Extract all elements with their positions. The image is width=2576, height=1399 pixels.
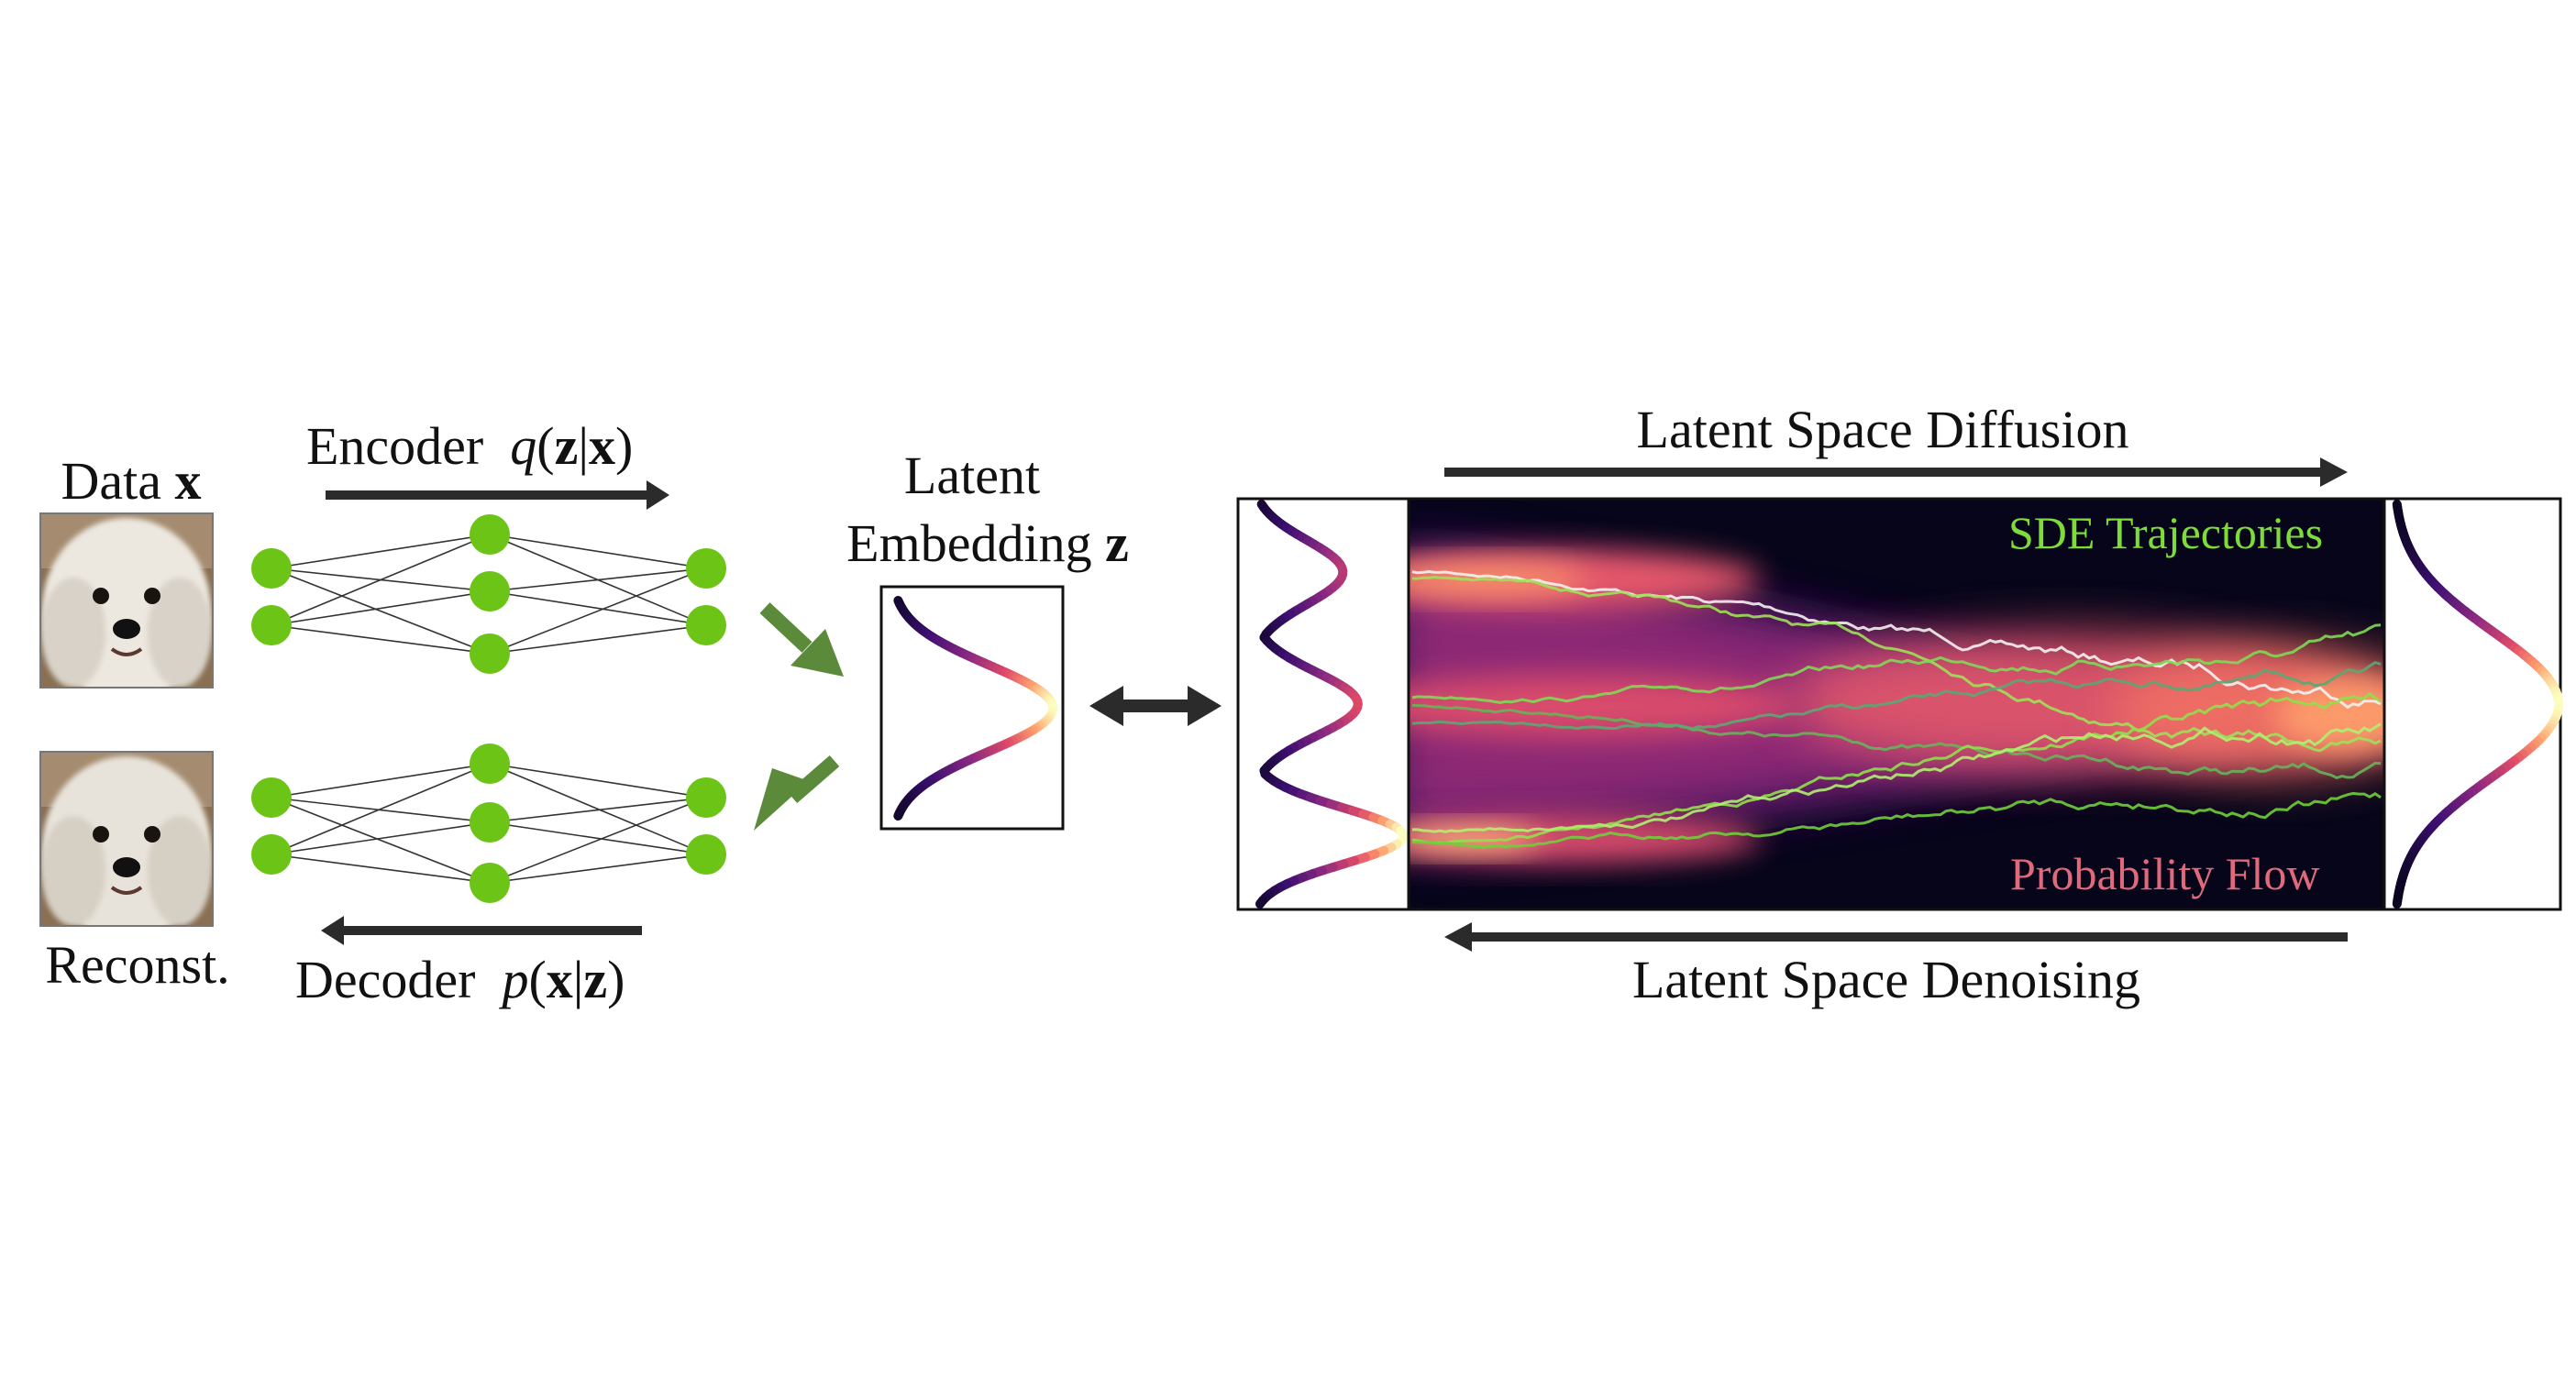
network-edge <box>271 854 490 883</box>
network-edge <box>490 854 706 883</box>
data-image <box>40 513 213 701</box>
network-node <box>470 863 510 903</box>
encode-to-latent-arrow <box>765 608 844 677</box>
data-symbol: x <box>175 451 202 511</box>
decoder-arrowhead <box>321 916 344 945</box>
network-node <box>686 548 726 589</box>
network-node <box>251 548 292 589</box>
network-edge <box>490 591 706 625</box>
network-edge <box>271 764 490 798</box>
network-edge <box>271 822 490 854</box>
network-node <box>470 571 510 611</box>
latent-symbol: z <box>1105 513 1129 573</box>
network-edge <box>271 625 490 654</box>
network-node <box>470 633 510 674</box>
density-curve-segment <box>898 814 899 816</box>
diffusion-label: Latent Space Diffusion <box>1637 403 2129 457</box>
density-curve-segment <box>2397 900 2398 904</box>
network-node <box>251 605 292 645</box>
latent-diffusion-link-arrow <box>1089 686 1222 726</box>
probability-flow-label: Probability Flow <box>2010 851 2320 897</box>
network-node <box>251 834 292 875</box>
network-node <box>470 802 510 843</box>
network-node <box>686 605 726 645</box>
reconstructed-image <box>40 752 213 940</box>
sde-trajectories-label: SDE Trajectories <box>2008 510 2323 556</box>
network-edge <box>271 591 490 625</box>
data-label: Data x <box>61 455 202 508</box>
network-edge <box>271 534 490 568</box>
network-node <box>686 777 726 818</box>
encoder-arrowhead <box>647 480 669 510</box>
denoising-label: Latent Space Denoising <box>1632 953 2140 1007</box>
encoder-label: Encoder q(z|x) <box>306 420 633 473</box>
network-edge <box>490 822 706 854</box>
network-edge <box>490 568 706 591</box>
density-curve-segment <box>1260 900 1263 904</box>
network-node <box>470 744 510 784</box>
decoder-label: Decoder p(x|z) <box>295 953 625 1007</box>
network-edge <box>490 625 706 654</box>
decoder-nodes <box>251 744 726 903</box>
encoder-nodes <box>251 514 726 674</box>
network-edge <box>490 534 706 568</box>
network-node <box>470 514 510 555</box>
latent-title-line1: Latent <box>904 449 1040 502</box>
latent-title-line2: Embedding z <box>846 517 1129 570</box>
network-node <box>251 777 292 818</box>
diffusion-arrowhead <box>2320 457 2348 487</box>
network-edge <box>490 764 706 798</box>
latent-to-decode-arrow <box>754 761 835 831</box>
denoising-arrowhead <box>1444 922 1472 952</box>
network-node <box>686 834 726 875</box>
reconst-label: Reconst. <box>45 939 229 992</box>
